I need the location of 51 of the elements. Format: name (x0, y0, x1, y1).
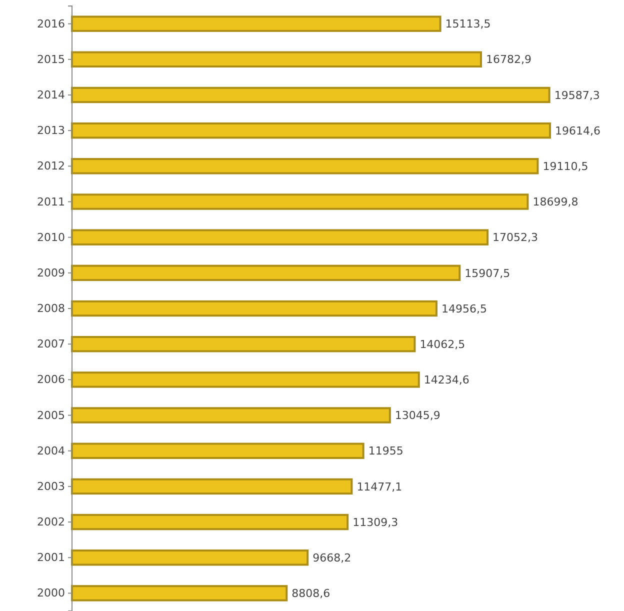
bar (71, 122, 551, 139)
bar (71, 514, 349, 530)
y-tick-label: 2000 (37, 586, 65, 600)
y-tick-label: 2008 (37, 302, 65, 316)
data-label: 11309,3 (352, 516, 398, 529)
data-label: 18699,8 (532, 196, 578, 209)
y-tick-label: 2015 (37, 52, 65, 66)
y-tick-label: 2010 (37, 230, 65, 244)
y-tick-label: 2001 (37, 551, 65, 564)
data-label: 8808,6 (292, 587, 330, 600)
bar (71, 372, 420, 388)
bar (71, 585, 288, 602)
data-label: 16782,9 (486, 53, 532, 66)
data-label: 17052,3 (492, 231, 538, 244)
data-label: 14956,5 (441, 302, 487, 316)
data-label: 19587,3 (554, 88, 600, 102)
y-tick-label: 2009 (37, 266, 65, 280)
bar (71, 229, 489, 246)
y-tick-label: 2012 (37, 160, 65, 173)
bar (71, 550, 309, 566)
data-label: 19614,6 (555, 124, 600, 138)
bar (71, 407, 391, 424)
y-tick-label: 2006 (37, 373, 65, 386)
y-tick-label: 2016 (37, 17, 65, 30)
y-tick-label: 2011 (37, 195, 65, 208)
bar (71, 478, 353, 495)
data-label: 9668,2 (312, 551, 352, 564)
y-tick-label: 2013 (37, 124, 65, 138)
data-label: 11955 (368, 444, 404, 458)
y-tick-label: 2007 (37, 338, 65, 351)
bar (71, 336, 416, 352)
data-label: 11477,1 (356, 480, 402, 494)
y-tick-label: 2003 (37, 480, 65, 493)
data-label: 14234,6 (424, 374, 470, 387)
y-tick-label: 2014 (37, 88, 65, 102)
bar (71, 86, 550, 104)
y-tick-label: 2004 (37, 444, 65, 458)
data-label: 19110,5 (542, 160, 588, 173)
data-label: 15113,5 (445, 18, 491, 31)
bar (71, 442, 364, 459)
data-label: 13045,9 (394, 409, 440, 422)
bar (71, 264, 461, 282)
bar (71, 16, 442, 32)
data-label: 15907,5 (464, 266, 510, 280)
bar (71, 51, 482, 68)
y-tick-label: 2002 (37, 516, 65, 529)
bar (71, 158, 539, 174)
data-label: 14062,5 (420, 338, 466, 351)
bar (71, 300, 438, 317)
y-tick-label: 2005 (37, 408, 65, 422)
bar (71, 194, 529, 210)
